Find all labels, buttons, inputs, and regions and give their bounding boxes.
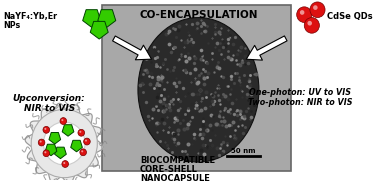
Polygon shape bbox=[62, 125, 74, 136]
Circle shape bbox=[85, 140, 87, 142]
Text: CO-ENCAPSULATION: CO-ENCAPSULATION bbox=[139, 10, 258, 20]
Polygon shape bbox=[71, 140, 82, 152]
Text: NaYF₄:Yb,Er: NaYF₄:Yb,Er bbox=[3, 12, 57, 21]
Text: BIOCOMPATIBLE: BIOCOMPATIBLE bbox=[140, 156, 215, 165]
Text: NANOCAPSULE: NANOCAPSULE bbox=[140, 174, 210, 183]
Circle shape bbox=[60, 118, 67, 124]
Text: CORE-SHELL: CORE-SHELL bbox=[140, 165, 198, 174]
Text: NPs: NPs bbox=[3, 22, 20, 31]
Circle shape bbox=[31, 109, 97, 178]
Polygon shape bbox=[55, 147, 66, 159]
Circle shape bbox=[313, 5, 318, 10]
Text: NIR to VIS: NIR to VIS bbox=[23, 105, 75, 114]
Circle shape bbox=[80, 149, 87, 156]
Text: CdSe QDs: CdSe QDs bbox=[327, 12, 373, 21]
Circle shape bbox=[297, 7, 312, 22]
Circle shape bbox=[38, 139, 45, 146]
Circle shape bbox=[81, 150, 83, 152]
Circle shape bbox=[304, 17, 319, 33]
Circle shape bbox=[61, 119, 64, 121]
Circle shape bbox=[310, 2, 325, 17]
Text: One-photon: UV to VIS: One-photon: UV to VIS bbox=[249, 88, 352, 97]
Circle shape bbox=[78, 129, 85, 136]
Polygon shape bbox=[45, 144, 57, 156]
Circle shape bbox=[43, 150, 50, 157]
Circle shape bbox=[44, 128, 46, 130]
Circle shape bbox=[79, 131, 81, 133]
Bar bbox=[102, 5, 291, 171]
Polygon shape bbox=[49, 132, 60, 144]
Circle shape bbox=[84, 138, 90, 145]
Circle shape bbox=[43, 126, 50, 133]
Circle shape bbox=[40, 141, 42, 143]
Text: 50 nm: 50 nm bbox=[231, 148, 256, 154]
Text: Two-photon: NIR to VIS: Two-photon: NIR to VIS bbox=[248, 98, 353, 107]
Circle shape bbox=[43, 122, 85, 165]
Ellipse shape bbox=[138, 17, 259, 162]
Circle shape bbox=[44, 151, 46, 153]
Circle shape bbox=[307, 21, 312, 26]
Polygon shape bbox=[25, 103, 103, 184]
Polygon shape bbox=[98, 10, 116, 27]
Polygon shape bbox=[83, 10, 101, 27]
Polygon shape bbox=[90, 21, 108, 39]
Circle shape bbox=[63, 162, 65, 164]
Circle shape bbox=[62, 161, 68, 167]
Text: Upconversion:: Upconversion: bbox=[13, 94, 85, 103]
Circle shape bbox=[300, 10, 304, 15]
